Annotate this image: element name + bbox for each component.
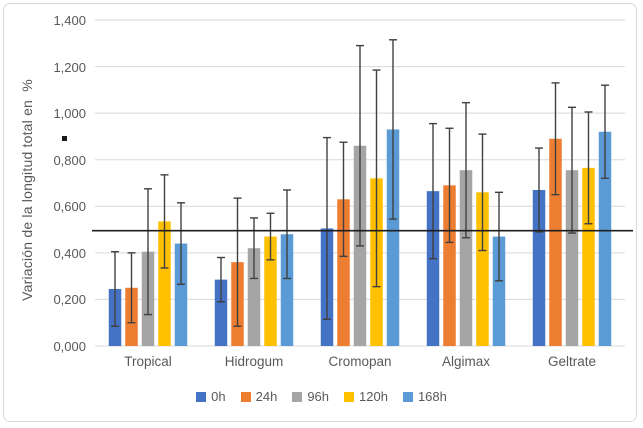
bar-168h-Hidrogum: [280, 234, 294, 346]
y-tick-label: 0,200: [53, 292, 86, 308]
bar-96h-Hidrogum: [247, 248, 261, 346]
legend-swatch-icon: [402, 391, 413, 402]
y-tick-label: 1,000: [53, 106, 86, 122]
bar-120h-Hidrogum: [264, 236, 277, 346]
bar-168h-Cromopan: [386, 129, 400, 346]
legend-item-120h: 120h: [344, 389, 388, 404]
x-category-label: Algimax: [441, 354, 490, 369]
bar-0h-Algimax: [426, 191, 440, 346]
legend-label: 120h: [359, 389, 388, 404]
legend-label: 96h: [307, 389, 330, 404]
bar-24h-Cromopan: [337, 199, 350, 346]
y-tick-label: 1,400: [53, 13, 86, 28]
legend-item-168h: 168h: [402, 389, 447, 404]
legend-item-96h: 96h: [292, 389, 329, 404]
y-tick-label: 0,600: [53, 199, 86, 215]
x-category-label: Hidrogum: [224, 354, 284, 369]
chart-border: [3, 3, 637, 422]
bar-120h-Geltrate: [582, 167, 595, 346]
legend-swatch-icon: [344, 391, 355, 402]
bar-120h-Tropical: [158, 221, 171, 346]
legend-label: 0h: [211, 389, 226, 404]
bar-0h-Geltrate: [532, 189, 546, 346]
x-category-label: Geltrate: [547, 354, 597, 369]
legend-swatch-icon: [292, 391, 303, 402]
y-tick-label: 0,800: [53, 152, 86, 168]
y-tick-label: 1,200: [53, 59, 86, 75]
y-tick-label: 0,000: [53, 339, 86, 354]
bar-96h-Algimax: [459, 170, 473, 346]
legend-swatch-icon: [240, 391, 251, 402]
legend: 0h 24h 96h 120h 168h: [0, 389, 643, 404]
bar-168h-Geltrate: [598, 131, 612, 346]
y-tick-label: 0,400: [53, 245, 86, 261]
legend-label: 24h: [255, 389, 278, 404]
legend-item-0h: 0h: [196, 389, 226, 404]
bar-24h-Geltrate: [549, 138, 562, 346]
legend-label: 168h: [417, 389, 447, 404]
bar-168h-Tropical: [174, 243, 188, 346]
stray-square-marker: ▪: [62, 136, 67, 141]
bar-0h-Hidrogum: [214, 279, 228, 346]
legend-swatch-icon: [196, 391, 207, 402]
bar-96h-Geltrate: [565, 170, 579, 346]
x-category-label: Tropical: [124, 354, 172, 369]
bar-24h-Algimax: [443, 185, 456, 346]
legend-item-24h: 24h: [240, 389, 278, 404]
bar-168h-Algimax: [492, 236, 506, 346]
x-category-label: Cromopan: [328, 354, 392, 369]
